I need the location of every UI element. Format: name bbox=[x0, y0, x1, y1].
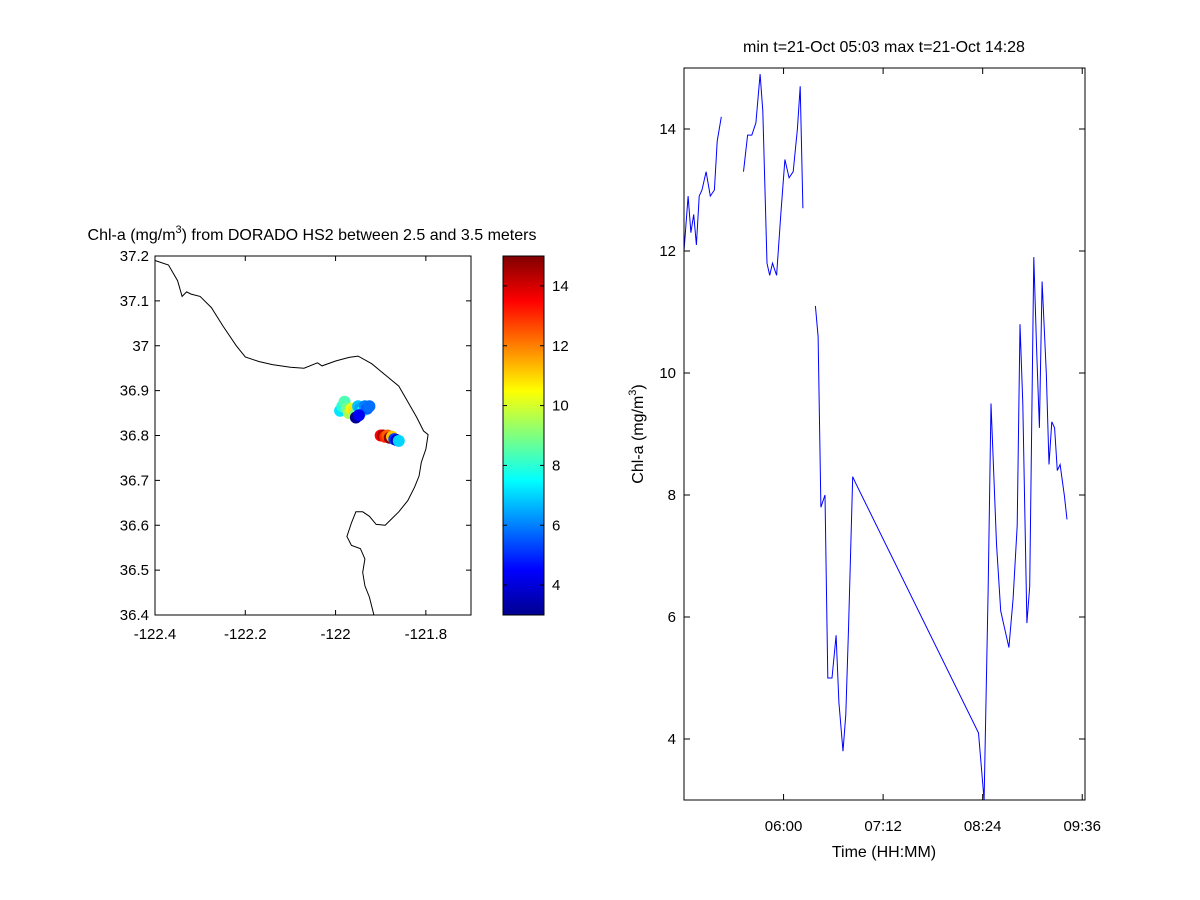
colorbar-tick-label: 10 bbox=[552, 398, 569, 415]
ts-x-tick-label: 09:36 bbox=[1063, 818, 1101, 835]
ts-y-tick-label: 14 bbox=[659, 121, 676, 138]
map-x-tick-label: -121.8 bbox=[405, 626, 448, 643]
map-y-tick-label: 36.5 bbox=[120, 562, 149, 579]
coastline bbox=[154, 260, 429, 616]
timeseries-title: min t=21-Oct 05:03 max t=21-Oct 14:28 bbox=[743, 39, 1025, 56]
map-y-tick-label: 36.9 bbox=[120, 383, 149, 400]
scatter-point bbox=[353, 409, 365, 422]
map-y-tick-label: 36.7 bbox=[120, 472, 149, 489]
timeseries-plot-area bbox=[684, 68, 1085, 800]
timeseries-y-ticks: 4 6 8 10 12 14 bbox=[659, 121, 1085, 748]
timeseries-lines bbox=[683, 74, 1068, 801]
map-x-tick-label: -122.2 bbox=[224, 626, 267, 643]
map-scatter-points bbox=[334, 395, 405, 447]
ts-x-tick-label: 08:24 bbox=[964, 818, 1002, 835]
map-title: Chl-a (mg/m3) from DORADO HS2 between 2.… bbox=[88, 224, 537, 244]
ts-x-tick-label: 06:00 bbox=[765, 818, 803, 835]
colorbar-tick-label: 6 bbox=[552, 517, 560, 534]
ts-y-tick-label: 6 bbox=[668, 609, 676, 626]
ts-y-tick-label: 12 bbox=[659, 243, 676, 260]
timeseries-xlabel: Time (HH:MM) bbox=[832, 844, 936, 861]
timeseries-ylabel: Chl-a (mg/m3) bbox=[627, 384, 647, 483]
colorbar: 4 6 8 10 12 14 bbox=[502, 255, 569, 616]
map-y-ticks: 36.4 36.5 36.6 36.7 36.8 36.9 37 37.1 37.2 bbox=[120, 248, 471, 624]
timeseries-x-ticks: 06:00 07:12 08:24 09:36 bbox=[765, 68, 1101, 835]
colorbar-gradient bbox=[502, 255, 545, 616]
colorbar-ticks: 4 6 8 10 12 14 bbox=[503, 278, 569, 594]
series-line bbox=[814, 257, 1068, 801]
map-y-tick-label: 36.8 bbox=[120, 428, 149, 445]
map-x-ticks: -122.4 -122.2 -122 -121.8 bbox=[134, 256, 447, 643]
scatter-point bbox=[392, 434, 405, 447]
ts-y-tick-label: 4 bbox=[668, 731, 676, 748]
colorbar-tick-label: 4 bbox=[552, 577, 560, 594]
map-coastline-group bbox=[154, 260, 429, 616]
timeseries-axes: 06:00 07:12 08:24 09:36 4 6 8 10 12 14 min t=21-… bbox=[627, 39, 1101, 861]
series-line bbox=[743, 74, 804, 276]
timeseries-axes-frame bbox=[683, 67, 1086, 801]
series-line bbox=[683, 116, 722, 252]
scatter-point bbox=[363, 400, 376, 413]
ts-x-tick-label: 07:12 bbox=[864, 818, 902, 835]
map-y-tick-label: 36.4 bbox=[120, 607, 149, 624]
map-x-tick-label: -122 bbox=[321, 626, 351, 643]
colorbar-tick-label: 12 bbox=[552, 338, 569, 355]
map-y-tick-label: 37.1 bbox=[120, 293, 149, 310]
map-axes: -122.4 -122.2 -122 -121.8 36.436.536.636.73… bbox=[88, 224, 537, 643]
map-plot-area bbox=[155, 256, 471, 615]
map-y-tick-label: 36.6 bbox=[120, 517, 149, 534]
ts-y-tick-label: 10 bbox=[659, 365, 676, 382]
map-x-tick-label: -122.4 bbox=[134, 626, 177, 643]
colorbar-tick-label: 8 bbox=[552, 457, 560, 474]
map-y-tick-label: 37 bbox=[132, 338, 149, 355]
ts-y-tick-label: 8 bbox=[668, 487, 676, 504]
colorbar-tick-label: 14 bbox=[552, 278, 569, 295]
map-y-tick-label: 37.2 bbox=[120, 248, 149, 265]
